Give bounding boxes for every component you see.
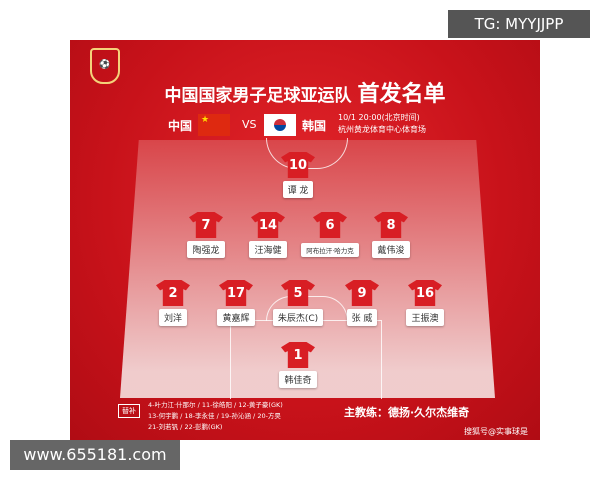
player: 9 张 威 xyxy=(327,280,397,326)
player: 7 陶强龙 xyxy=(171,212,241,258)
match-venue: 杭州黄龙体育中心体育场 xyxy=(338,125,426,134)
jersey-number: 1 xyxy=(281,342,315,368)
player-name: 陶强龙 xyxy=(187,241,225,258)
korea-flag-icon xyxy=(264,114,296,136)
title-emph: 首发名单 xyxy=(357,82,446,107)
jersey-number: 2 xyxy=(156,280,190,306)
player-name: 汪海健 xyxy=(249,241,287,258)
subs-list: 4-叶力江·什那尔 / 11-徐皓阳 / 12-黄子豪(GK) 13-何宇鹏 /… xyxy=(148,400,283,433)
vs-label: VS xyxy=(242,118,257,131)
player: 8 戴伟浚 xyxy=(356,212,426,258)
player: 2 刘洋 xyxy=(138,280,208,326)
site-watermark: www.655181.com xyxy=(10,440,180,470)
cfa-logo: ⚽ xyxy=(90,48,120,84)
poster-title: 中国国家男子足球亚运队 首发名单 xyxy=(70,76,540,108)
player: 5 朱辰杰(C) xyxy=(263,280,333,326)
player-name: 王振澳 xyxy=(406,309,444,326)
player-name: 刘洋 xyxy=(158,309,187,326)
player-name: 戴伟浚 xyxy=(372,241,410,258)
jersey-number: 17 xyxy=(219,280,253,306)
jersey-number: 16 xyxy=(408,280,442,306)
subs-line: 4-叶力江·什那尔 / 11-徐皓阳 / 12-黄子豪(GK) xyxy=(148,401,283,409)
china-flag-icon xyxy=(198,114,230,136)
player: 10 谭 龙 xyxy=(263,152,333,198)
jersey-number: 9 xyxy=(345,280,379,306)
player: 16 王振澳 xyxy=(390,280,460,326)
player-name: 朱辰杰(C) xyxy=(272,309,324,326)
player-name: 黄嘉辉 xyxy=(217,309,255,326)
jersey-number: 6 xyxy=(313,212,347,238)
jersey-number: 5 xyxy=(281,280,315,306)
player: 1 韩佳奇 xyxy=(263,342,333,388)
player-name: 张 威 xyxy=(346,309,378,326)
player-name: 韩佳奇 xyxy=(279,371,317,388)
jersey-number: 10 xyxy=(281,152,315,178)
player: 6 阿布拉汗·哈力克 xyxy=(295,212,365,257)
player: 14 汪海健 xyxy=(233,212,303,258)
player-name: 谭 龙 xyxy=(282,181,314,198)
subs-line: 13-何宇鹏 / 18-李永佳 / 19-孙沁涵 / 20-方昊 xyxy=(148,412,281,420)
source-credit: 搜狐号@实事球是 xyxy=(464,427,528,436)
away-team: 韩国 xyxy=(302,119,327,133)
match-datetime: 10/1 20:00(北京时间) xyxy=(338,113,420,122)
tg-watermark: TG: MYYJJPP xyxy=(448,10,590,38)
player-name: 阿布拉汗·哈力克 xyxy=(301,243,359,257)
home-team: 中国 xyxy=(168,119,193,133)
subs-label: 替补 xyxy=(118,404,140,418)
head-coach: 主教练：德扬·久尔杰维奇 xyxy=(344,406,470,419)
jersey-number: 8 xyxy=(374,212,408,238)
player: 17 黄嘉辉 xyxy=(201,280,271,326)
title-main: 中国国家男子足球亚运队 xyxy=(164,86,352,106)
subs-line: 21-刘若钒 / 22-彭鹏(GK) xyxy=(148,423,223,431)
match-info: 中国 VS 韩国 10/1 20:00(北京时间) 杭州黄龙体育中心体育场 xyxy=(70,112,540,138)
jersey-number: 14 xyxy=(251,212,285,238)
jersey-number: 7 xyxy=(189,212,223,238)
